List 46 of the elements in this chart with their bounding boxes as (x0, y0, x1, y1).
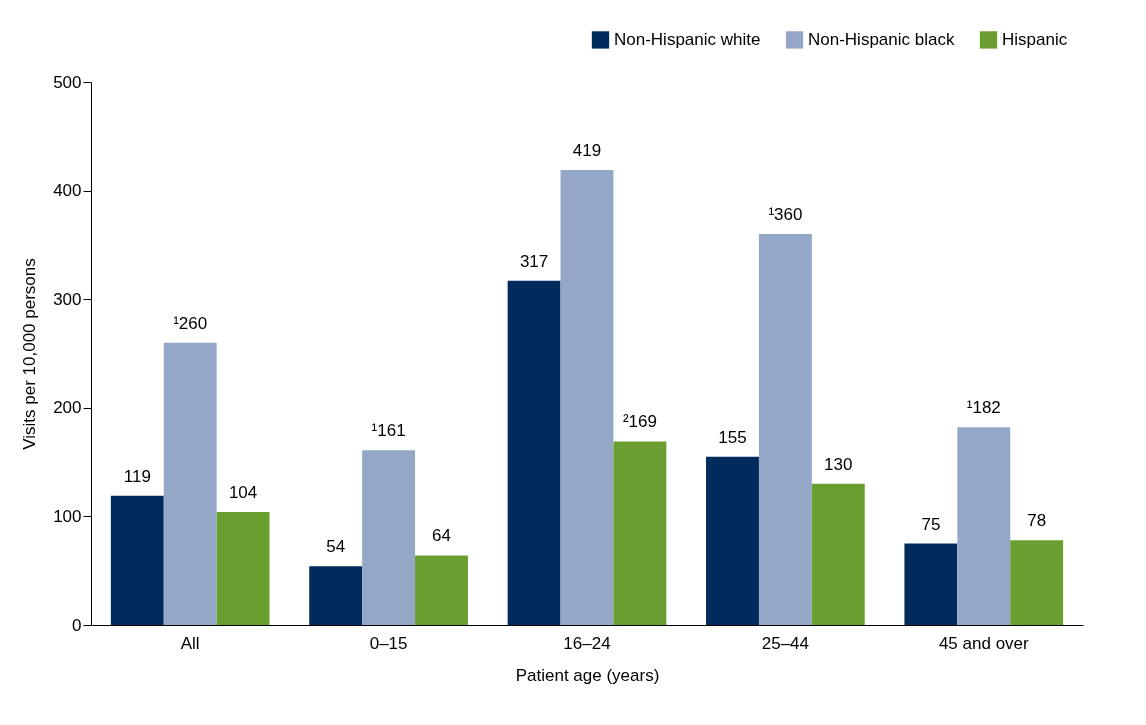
legend-label: Non-Hispanic black (808, 29, 955, 49)
data-label: 78 (1027, 511, 1047, 531)
bar (110, 495, 164, 625)
data-label: ²169 (622, 412, 657, 432)
y-tick-label: 400 (53, 181, 82, 201)
x-axis-title: Patient age (years) (515, 665, 660, 685)
x-tick-label: 25–44 (761, 633, 810, 653)
data-label: 104 (228, 483, 258, 503)
data-label: ¹161 (371, 421, 406, 441)
legend-label: Non-Hispanic white (614, 29, 761, 49)
bar (957, 427, 1011, 625)
legend-label: Hispanic (1002, 29, 1068, 49)
y-tick-label: 500 (53, 72, 82, 92)
data-label: 119 (123, 466, 151, 486)
bar (1010, 540, 1064, 625)
data-label: 419 (572, 140, 602, 160)
data-label: 54 (326, 537, 346, 557)
bar (811, 483, 865, 625)
bar (758, 234, 812, 625)
data-label: 64 (432, 526, 451, 546)
bar (163, 342, 217, 625)
data-label: ¹260 (173, 313, 208, 333)
bar (507, 280, 561, 625)
y-tick-label: 0 (72, 615, 82, 635)
y-tick-label: 100 (53, 506, 82, 526)
x-tick-label: 45 and over (938, 633, 1030, 653)
x-tick-label: All (180, 633, 200, 653)
bar (904, 543, 958, 625)
y-tick-label: 300 (53, 289, 82, 309)
data-label: ¹360 (768, 205, 803, 225)
data-label: 75 (921, 514, 941, 534)
x-tick-label: 0–15 (369, 633, 408, 653)
y-tick-label: 200 (53, 398, 82, 418)
data-label: 155 (718, 427, 747, 447)
bar (216, 512, 270, 625)
bar (415, 555, 468, 625)
bar (362, 450, 416, 625)
bar (560, 169, 614, 625)
bar (706, 456, 759, 625)
bar (613, 441, 667, 625)
y-axis-title: Visits per 10,000 persons (20, 258, 40, 450)
data-label: 317 (519, 251, 549, 271)
x-tick-label: 16–24 (563, 633, 611, 653)
data-label: 130 (824, 454, 853, 474)
data-label: ¹182 (966, 398, 1001, 418)
bar (309, 566, 363, 625)
